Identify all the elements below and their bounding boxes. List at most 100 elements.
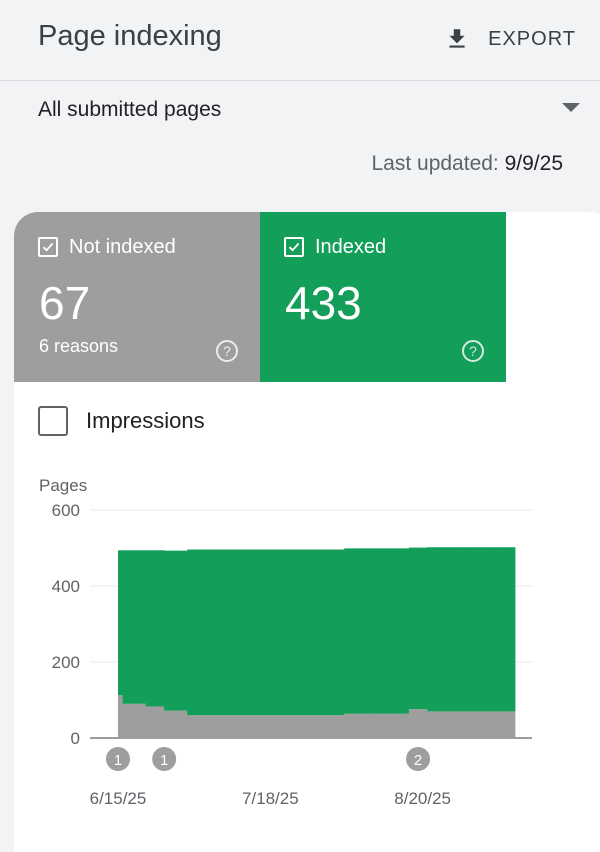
not-indexed-bar [214,715,220,738]
indexed-bar [501,547,507,712]
not-indexed-bar [501,711,507,738]
indexed-bar [334,549,340,716]
not-indexed-bar [201,715,207,738]
indexed-bar [321,549,327,716]
not-indexed-bar [445,711,451,738]
not-indexed-bar [270,715,276,738]
not-indexed-bar [219,715,225,738]
not-indexed-bar [454,711,461,738]
not-indexed-bar [362,713,368,738]
not-indexed-bar [459,711,465,738]
not-indexed-bar [348,713,354,738]
not-indexed-bar [293,715,299,738]
indexed-bar [459,547,465,712]
indexed-bar [418,547,424,710]
indexed-bar [182,550,188,711]
export-button[interactable]: EXPORT [444,22,576,56]
pages-filter-dropdown[interactable]: All submitted pages [0,81,600,139]
not-indexed-bar [131,703,137,738]
x-tick-label: 6/15/25 [90,789,147,808]
not-indexed-tile[interactable]: Not indexed 67 6 reasons ? [14,212,260,382]
indexed-bar [399,548,405,714]
indexed-bar [371,548,377,714]
indexed-bar [173,550,179,711]
not-indexed-bar [251,715,257,738]
indexed-bar [468,547,474,712]
annotation-label: 1 [160,752,168,769]
not-indexed-bar [496,711,502,738]
indexed-bar [214,549,220,716]
indexing-card: Not indexed 67 6 reasons ? Indexed 433 ? [14,212,600,852]
not-indexed-bar [413,709,419,738]
indexed-bar [441,547,447,712]
not-indexed-bar [233,715,239,738]
page-title: Page indexing [38,20,222,52]
not-indexed-bar [136,703,142,738]
indexed-bar [288,549,294,716]
not-indexed-bar [381,713,387,738]
last-updated: Last updated: 9/9/25 [371,152,563,176]
indexed-bar [358,548,364,714]
indexed-bar [136,550,142,704]
indexed-bar [394,548,400,714]
not-indexed-bar [399,713,405,738]
indexed-bar [367,548,373,714]
help-icon[interactable]: ? [462,340,484,362]
indexed-bar [491,547,497,712]
indexed-bar [487,547,493,712]
not-indexed-bar [358,713,364,738]
indexing-chart: Pages 0 200 400 600 1 1 2 6/15/25 7/18/25 8/20/25 [39,476,532,808]
indexed-bar [339,549,345,716]
export-label: EXPORT [488,27,576,50]
not-indexed-bar [196,715,202,738]
checkbox-checked-icon[interactable] [284,237,304,257]
not-indexed-bar [334,715,340,738]
not-indexed-bar [450,711,456,738]
not-indexed-bar [178,710,184,738]
indexed-bar [122,550,128,704]
dropdown-caret-icon [562,103,580,112]
not-indexed-bar [441,711,447,738]
not-indexed-bar [464,711,470,738]
indexed-bar [265,549,271,716]
annotation-label: 1 [114,752,122,769]
indexed-bar [344,548,350,714]
indexed-bar [187,549,193,716]
impressions-label: Impressions [86,408,205,433]
not-indexed-label: Not indexed [69,236,176,258]
indexed-bar [454,547,461,712]
indexed-bar [261,549,267,716]
indexed-bar [247,549,253,716]
y-tick-label: 400 [52,577,80,596]
indexed-bar [279,549,285,716]
not-indexed-bar [224,715,230,738]
not-indexed-bar [468,711,474,738]
indexed-bar [325,549,331,716]
indexed-bar [404,548,410,714]
help-icon[interactable]: ? [216,340,238,362]
not-indexed-bar [122,703,128,738]
indexed-bar [159,550,165,707]
indexed-bar [422,547,428,710]
indexed-bar [201,549,207,716]
not-indexed-bar [145,706,151,738]
indexed-bar [150,550,156,707]
indexed-bar [381,548,387,714]
not-indexed-bar [242,715,248,738]
not-indexed-bar [510,711,516,738]
indexed-tile[interactable]: Indexed 433 ? [260,212,506,382]
indexed-bar [473,547,479,712]
impressions-toggle[interactable]: Impressions [38,406,205,436]
annotation-marker [406,747,431,771]
indexed-label: Indexed [315,236,387,258]
y-tick-label: 0 [71,729,80,748]
not-indexed-bar [274,715,280,738]
y-tick-label: 200 [52,653,80,672]
checkbox-unchecked-icon[interactable] [38,406,68,436]
checkbox-checked-icon[interactable] [38,237,58,257]
indexed-bar [251,549,257,716]
not-indexed-bar [427,711,433,738]
not-indexed-bar [431,711,437,738]
not-indexed-bar [422,709,428,738]
not-indexed-bar [247,715,253,738]
